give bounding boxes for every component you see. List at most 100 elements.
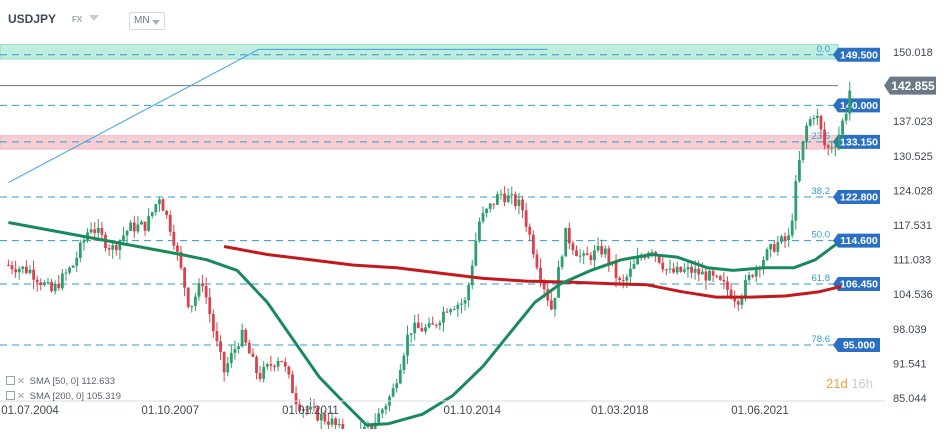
candle-body [301,409,305,411]
candle-body [823,129,826,146]
candle-body [319,414,323,421]
candle-body [524,210,528,227]
candle-body [596,245,600,251]
candle-body [32,269,35,280]
candle-body [204,285,208,298]
candle-body [416,322,420,329]
candle-body [837,134,841,147]
candle-body [571,243,575,251]
current-price-tag[interactable]: 142.855 [884,76,936,95]
candle-body [783,236,787,241]
candle-body [82,240,86,243]
candle-body [801,141,805,160]
candle-body [373,422,377,430]
candle-body [154,204,158,213]
candle-body [377,413,381,423]
settings-icon[interactable] [6,376,15,385]
candle-body [35,279,39,283]
candle-body [679,266,683,272]
candle-body [244,329,248,343]
candle-body [229,352,233,364]
sma-50-line[interactable] [8,221,838,427]
candle-body [434,324,438,326]
candle-body [25,266,28,273]
fib-label: 38.2 [812,186,831,197]
candle-body [258,373,262,379]
x-tick-label: 01.10.2014 [443,405,501,417]
fib-label: 78.6 [812,334,831,345]
level-price-tag[interactable]: 140.000 [833,98,880,113]
y-tick-label: 150.018 [893,47,933,59]
sma-200-line[interactable] [223,245,842,299]
candle-body [535,254,539,268]
candle-body [442,311,445,323]
candle-body [492,203,496,205]
indicator-name: SMA [29,391,50,402]
candle-body [265,364,269,367]
candle-body [176,245,179,252]
level-price-tag[interactable]: 122.800 [833,189,880,204]
close-icon[interactable]: ✕ [17,376,25,387]
level-price-tag[interactable]: 114.600 [833,233,880,248]
level-tag-bg [833,337,880,352]
indicator-legend-sma200[interactable]: ✕ SMA [200, 0] 105.319 [6,391,121,402]
settings-icon[interactable] [6,391,15,400]
candle-body [517,199,521,206]
candle-body [833,146,837,148]
candle-body [614,262,618,278]
candle-body [395,383,399,389]
candle-body [445,311,449,313]
candle-body [50,281,53,292]
timeframe-select[interactable]: MN [129,12,165,30]
fib-label: 61.8 [812,273,831,284]
indicator-params: [200, 0] [52,391,85,402]
indicator-legend-sma50[interactable]: ✕ SMA [50, 0] 112.633 [6,376,115,387]
candle-body [190,305,194,307]
candle-body [456,304,460,310]
trendline[interactable] [8,48,548,184]
candle-body [334,418,338,425]
candle-body [42,282,46,286]
candle-body [75,257,79,266]
candle-body [686,267,690,270]
symbol-dropdown-icon[interactable] [89,15,99,21]
level-price-tag[interactable]: 95.000 [833,337,880,352]
indicator-value: 112.633 [81,376,116,387]
candle-body [186,287,190,307]
price-zone[interactable] [0,44,839,60]
candle-body [28,269,32,273]
candle-body [506,195,510,203]
level-price-tag[interactable]: 149.500 [833,47,880,62]
candle-body [549,300,553,310]
x-tick-label: 01.03.2018 [591,405,649,417]
candle-body [384,405,388,410]
candle-body [539,267,542,282]
level-tag-text: 114.600 [840,235,878,247]
candle-body [765,249,769,261]
level-tag-bg [833,134,880,149]
y-tick-label: 98.039 [893,324,927,336]
candle-body [398,369,402,384]
candle-body [100,227,104,235]
level-tag-text: 95.000 [843,339,875,351]
candle-body [668,268,672,270]
candle-body [625,276,629,281]
symbol-name[interactable]: USDJPY [8,12,57,26]
candle-body [111,245,115,250]
market-label: FX [72,15,83,24]
level-price-tag[interactable]: 106.450 [833,277,880,292]
candle-body [71,265,75,268]
close-icon[interactable]: ✕ [17,391,25,402]
price-zone[interactable] [0,135,839,150]
candle-body [762,260,765,269]
level-price-tag[interactable]: 133.150 [833,134,880,149]
candle-body [578,255,582,257]
candle-body [424,327,427,332]
candle-body [650,251,654,253]
candle-body [118,240,122,251]
candle-body [143,221,147,231]
candle-body [582,253,586,256]
candle-body [593,250,596,261]
